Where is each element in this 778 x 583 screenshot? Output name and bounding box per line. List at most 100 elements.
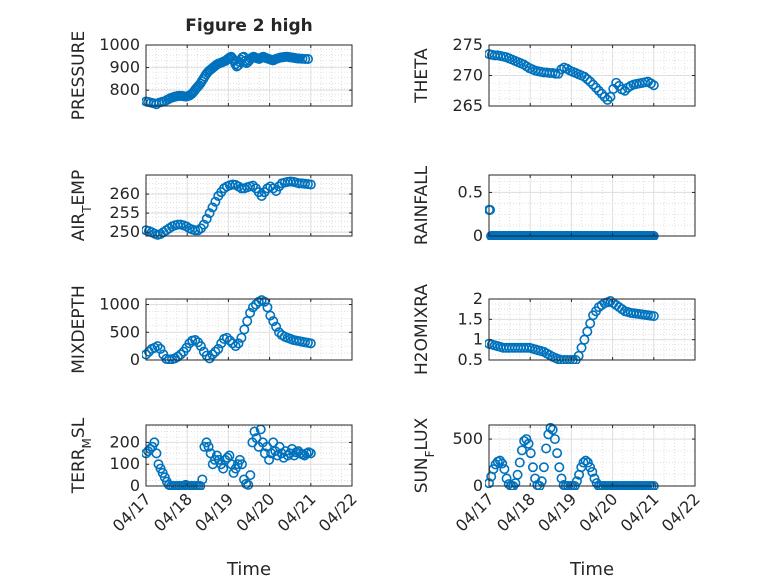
data-point [155,343,166,354]
subplot-theta: 265 270 275 THETA [412,35,696,115]
data-series [142,176,316,240]
data-point [554,462,565,473]
axes-box [145,424,353,487]
data-point [648,311,659,322]
x-axis-label: Time [569,559,614,580]
axes-box [145,44,353,107]
data-point [190,335,201,346]
data-point [197,474,208,485]
subplot-sun-flux: 0 500 SUNFLUX 04/1704/1804/1904/2004/2104/2… [412,417,704,580]
data-point [227,338,238,349]
data-point [579,71,590,82]
x-tick-label: 04/18 [493,489,539,535]
data-point [585,462,596,473]
data-point [501,473,512,484]
data-point [514,457,525,468]
y-tick-label: 900 [109,58,140,77]
x-tick-label: 04/17 [109,489,155,535]
data-point [307,0,315,4]
data-point [233,338,244,349]
x-tick-label: 04/19 [534,489,580,535]
subplot-rainfall: 0 0.5 RAINFALL [412,165,696,245]
axes-box [488,298,696,361]
data-point [190,225,201,236]
data-point [210,196,221,207]
y-tick-label: 275 [452,35,483,54]
y-axis-label: RAINFALL [412,165,432,245]
x-axis-label: Time [226,559,271,580]
x-tick-label: 04/20 [575,489,621,535]
y-tick-label: 0 [473,226,483,245]
data-point [485,204,496,215]
data-point [497,458,508,469]
data-series [142,295,316,364]
data-series [485,296,659,364]
data-point [271,321,282,332]
data-point [247,302,258,313]
data-point [648,80,659,91]
y-tick-label: 0 [130,350,140,369]
data-point [198,219,209,230]
data-point [523,438,534,449]
data-point [203,441,214,452]
data-point [602,94,613,105]
data-point [195,341,206,352]
data-point [303,54,314,65]
data-point [589,473,600,484]
data-point [259,296,270,307]
data-point [268,316,279,327]
data-point [512,469,523,480]
y-tick-label: 2 [473,289,483,308]
data-point [499,464,510,475]
data-point [588,79,599,90]
data-point [207,202,218,213]
data-point [582,457,593,468]
data-point [549,434,560,445]
data-point [201,213,212,224]
figure-title: Figure 2 high [185,16,313,36]
data-point [599,91,610,102]
data-point [249,426,260,437]
data-point [494,455,505,466]
y-tick-label: 260 [109,184,140,203]
subplot-mixdepth: 0 500 1000 MIXDEPTH [69,285,353,374]
data-point [585,76,596,87]
y-tick-label: 0 [473,476,483,495]
data-point [230,341,241,352]
y-axis-label: THETA [412,48,432,104]
data-point [236,459,247,470]
y-tick-label: 1000 [99,35,140,54]
data-point [596,88,607,99]
data-point [516,445,527,456]
axes-box [488,424,696,487]
axes-box [488,174,696,237]
x-tick-label: 04/22 [658,489,704,535]
data-point [611,77,622,88]
data-point [224,335,235,346]
data-point [245,307,256,318]
data-point [265,310,276,321]
data-point [239,324,250,335]
data-point [221,332,232,343]
data-point [236,332,247,343]
y-axis-label: AIRTEMP [69,170,94,241]
data-point [247,180,258,191]
data-point [525,448,536,459]
data-point [593,85,604,96]
x-tick-label: 04/18 [150,489,196,535]
y-tick-label: 270 [452,66,483,85]
data-point [300,54,311,65]
data-point [210,346,221,357]
data-point [243,479,254,490]
data-point [268,183,279,194]
data-point [556,473,567,484]
data-point [552,448,563,459]
data-point [151,448,162,459]
y-axis-label: TERRMSL [69,417,94,494]
data-point [541,443,552,454]
y-tick-label: 500 [452,429,483,448]
y-tick-label: 1.5 [458,309,483,328]
y-tick-label: 250 [109,222,140,241]
